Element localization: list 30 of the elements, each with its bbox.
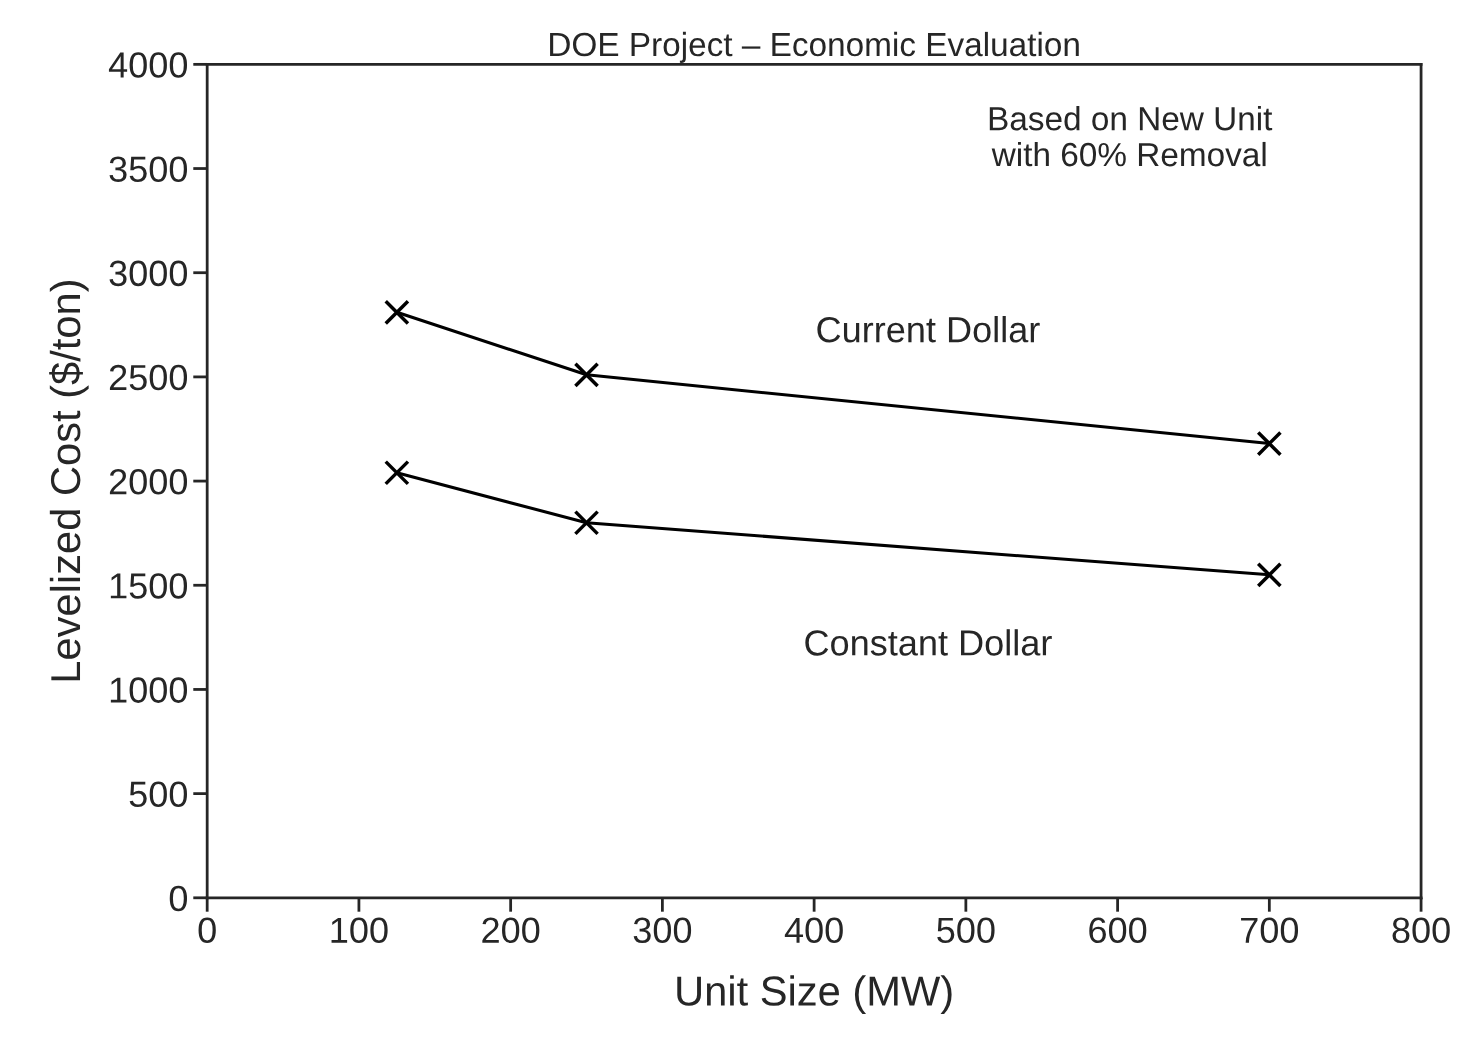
y-tick-label: 0 (169, 885, 188, 912)
x-tick-label: 400 (784, 917, 843, 944)
x-tick-label: 100 (331, 917, 388, 944)
y-tick-label: 1000 (110, 677, 188, 703)
y-tick-label: 1500 (110, 573, 188, 599)
point (384, 459, 410, 486)
x-tick-label: 800 (1392, 917, 1450, 944)
x-axis-title: Unit Size (MW) (677, 975, 952, 1015)
x-tick-label: 300 (633, 917, 692, 944)
y-tick-label: 2500 (109, 364, 188, 391)
x-tick-label: 500 (937, 917, 995, 944)
y-tick-label: 2000 (109, 468, 188, 495)
series-label: Constant Dollar (805, 629, 1052, 656)
chart-title: DOE Project – Economic Evaluation (550, 31, 1079, 63)
x-tick-label: 200 (482, 917, 540, 944)
x-tick-label: 0 (198, 917, 216, 944)
y-tick-label: 4000 (108, 52, 188, 78)
point (1256, 430, 1283, 457)
point (573, 509, 600, 536)
y-tick-label: 3500 (109, 156, 188, 182)
x-tick-label: 700 (1241, 917, 1299, 944)
annotation: Based on New Unit with 60% Removal (989, 106, 1273, 167)
point (384, 299, 410, 326)
series-label: Current Dollar (817, 315, 1040, 343)
y-tick-label: 3000 (109, 260, 188, 287)
y-axis-title: Levelized Cost ($/ton) (49, 281, 89, 681)
point (1256, 561, 1283, 588)
point (573, 361, 600, 388)
y-tick-label: 500 (129, 781, 188, 808)
x-tick-label: 600 (1089, 917, 1147, 944)
